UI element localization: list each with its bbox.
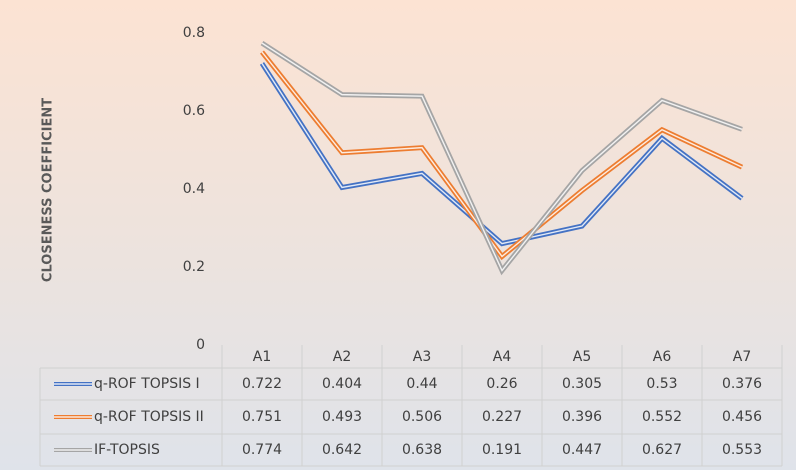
table-value: 0.493: [322, 409, 362, 425]
table-value: 0.191: [482, 442, 522, 458]
table-value: 0.774: [242, 442, 282, 458]
x-tick-label: A7: [733, 349, 751, 365]
y-axis-title: CLOSENESS COEFFICIENT: [41, 98, 56, 282]
series-line-highlight: [261, 42, 743, 272]
table-value: 0.396: [562, 409, 602, 425]
x-tick-label: A6: [653, 349, 672, 365]
table-value: 0.751: [242, 409, 282, 425]
y-tick-label: 0.2: [183, 259, 205, 275]
table-value: 0.627: [642, 442, 682, 458]
table-value: 0.227: [482, 409, 522, 425]
legend-label: q-ROF TOPSIS I: [94, 376, 200, 392]
y-tick-label: 0.8: [183, 25, 205, 41]
table-value: 0.376: [722, 376, 762, 392]
table-value: 0.404: [322, 376, 362, 392]
x-tick-label: A2: [333, 349, 351, 365]
x-tick-label: A5: [573, 349, 591, 365]
table-value: 0.553: [722, 442, 762, 458]
legend-label: q-ROF TOPSIS II: [94, 409, 204, 425]
x-tick-label: A3: [413, 349, 431, 365]
table-value: 0.26: [486, 376, 517, 392]
table-value: 0.53: [646, 376, 677, 392]
x-tick-label: A4: [493, 349, 512, 365]
table-value: 0.642: [322, 442, 362, 458]
x-tick-label: A1: [253, 349, 271, 365]
table-value: 0.722: [242, 376, 282, 392]
table-value: 0.456: [722, 409, 762, 425]
table-value: 0.305: [562, 376, 602, 392]
table-value: 0.552: [642, 409, 682, 425]
series-line-highlight: [261, 63, 743, 245]
y-tick-label: 0: [196, 337, 205, 353]
y-tick-label: 0.6: [183, 103, 205, 119]
table-value: 0.447: [562, 442, 602, 458]
table-value: 0.44: [406, 376, 437, 392]
legend-label: IF-TOPSIS: [94, 442, 160, 458]
y-tick-label: 0.4: [183, 181, 205, 197]
series-line-highlight: [261, 51, 743, 258]
table-value: 0.638: [402, 442, 442, 458]
table-value: 0.506: [402, 409, 442, 425]
